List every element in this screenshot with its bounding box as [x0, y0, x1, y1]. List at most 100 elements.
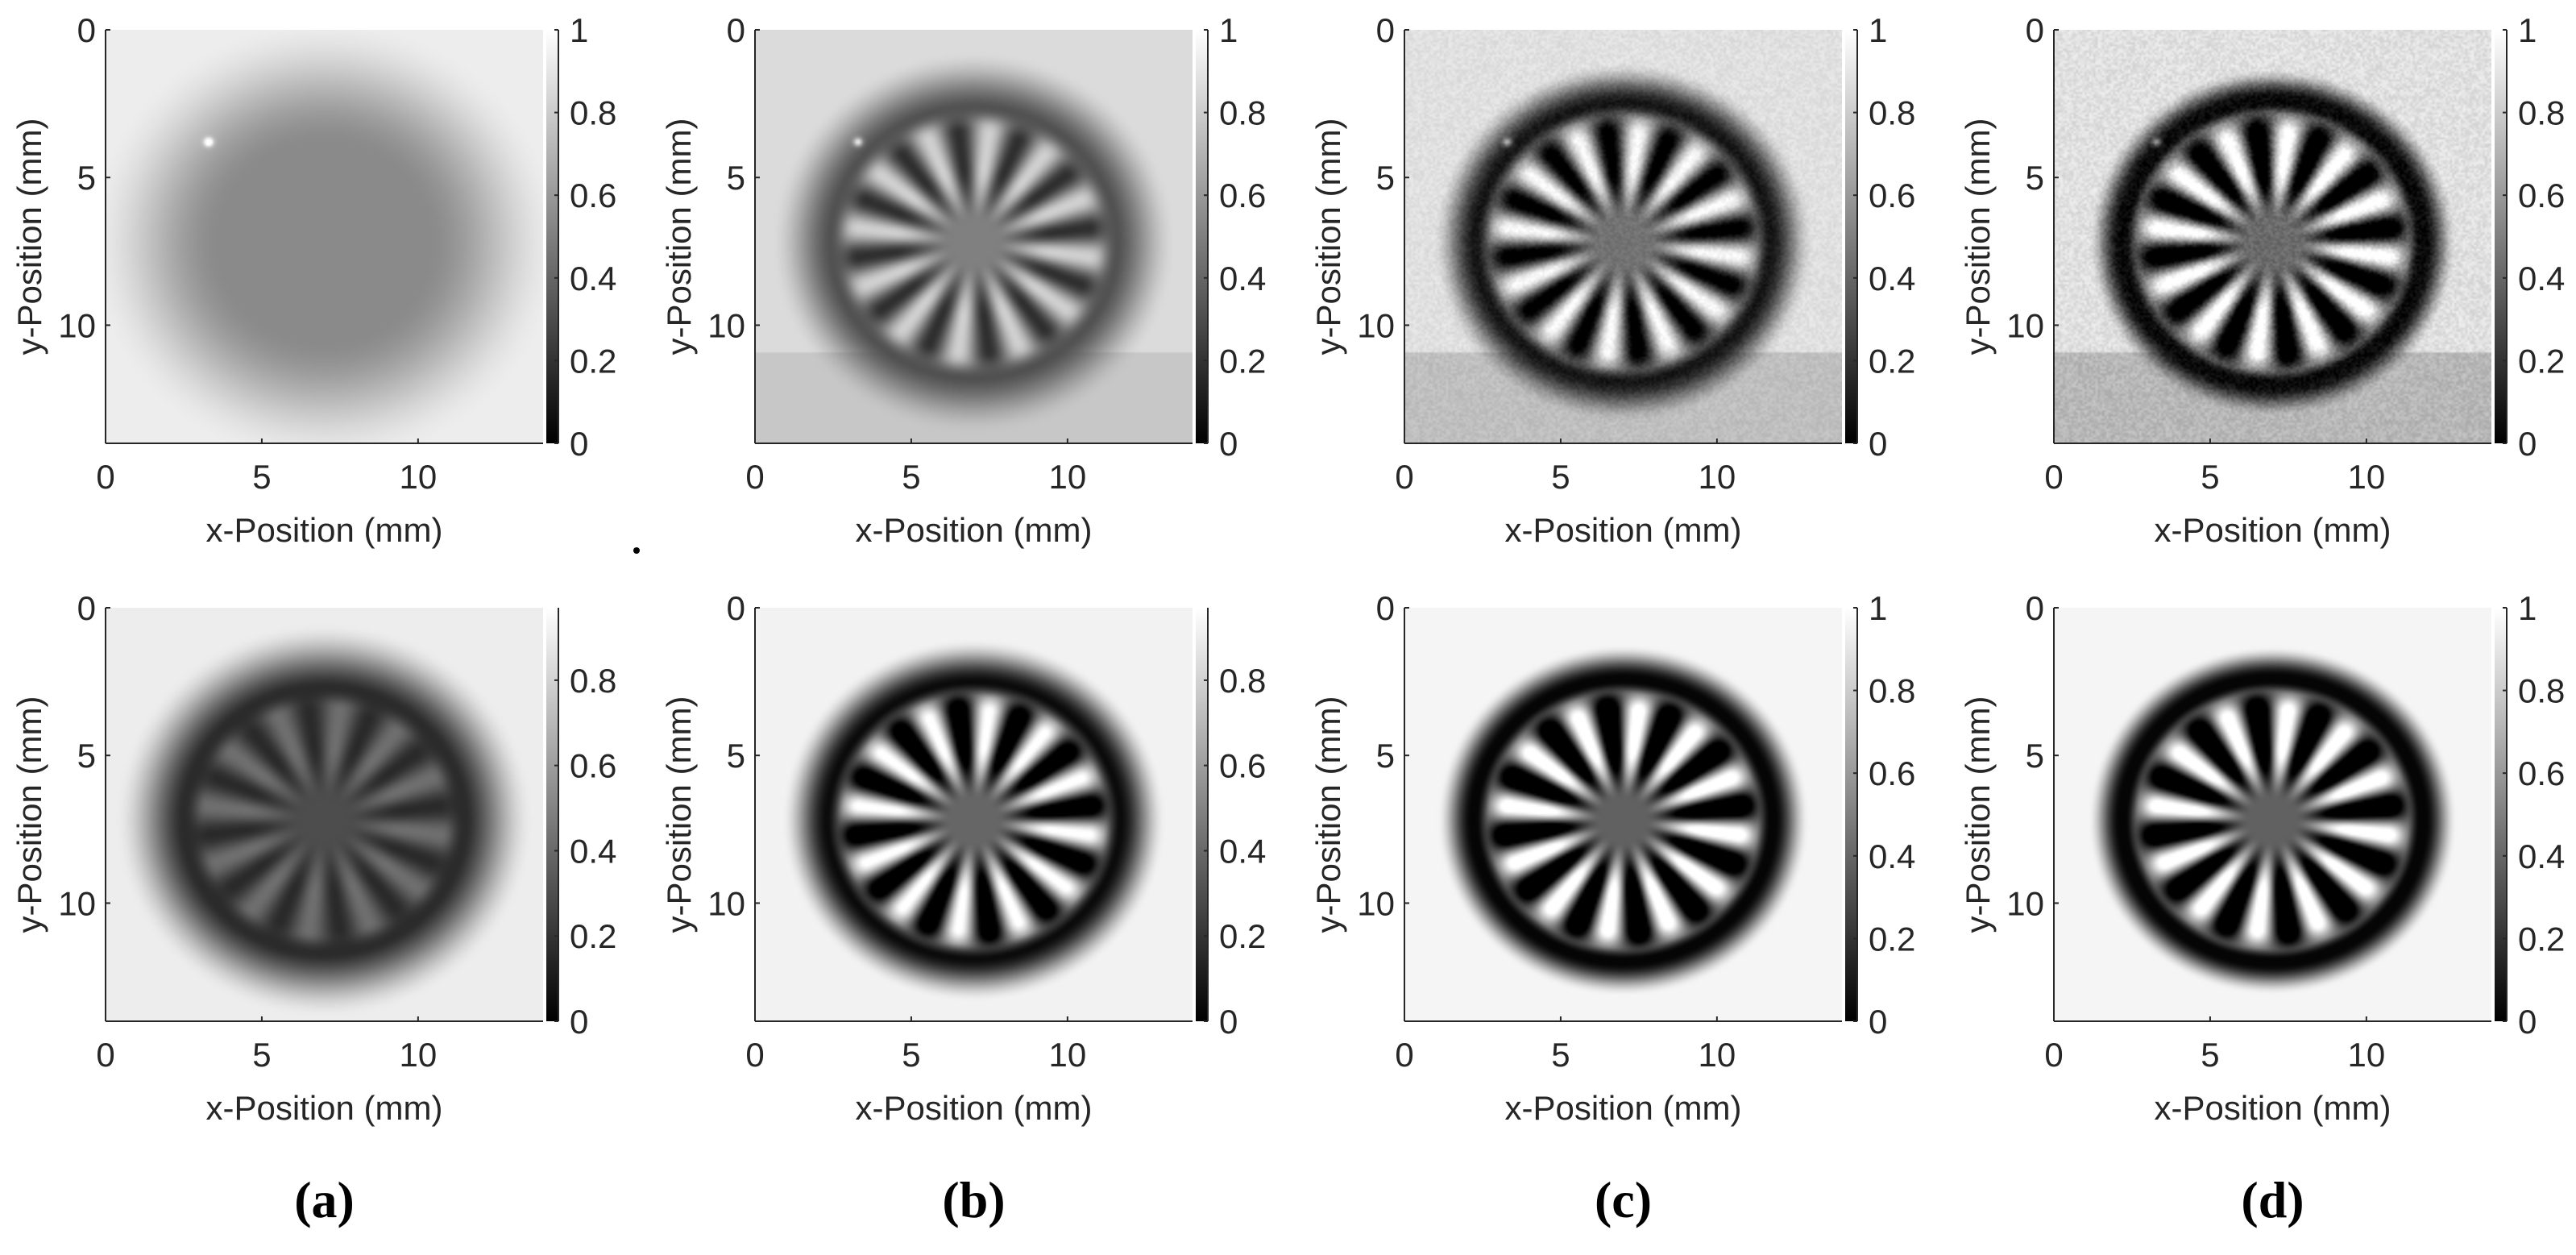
- y-axis-label: y-Position (mm): [1309, 118, 1347, 355]
- y-tick-label: 5: [2026, 159, 2044, 197]
- colorbar: 0 0.2 0.4 0.6 0.8 1: [2495, 11, 2565, 463]
- panel-label-d: (d): [2241, 1171, 2304, 1228]
- y-tick-label: 0: [727, 11, 745, 49]
- x-tick-label: 0: [2044, 458, 2063, 496]
- colorbar-tick-label: 0.4: [1869, 837, 1915, 875]
- x-axis-label: x-Position (mm): [2154, 511, 2391, 549]
- colorbar-tick-label: 0: [1869, 1003, 1887, 1041]
- x-tick-label: 10: [1698, 1036, 1736, 1074]
- x-axis-label: x-Position (mm): [205, 1089, 442, 1127]
- colorbar: 0 0.2 0.4 0.6 0.8 1: [1196, 11, 1266, 463]
- y-tick-label: 0: [2026, 589, 2044, 627]
- colorbar: 0 0.2 0.4 0.6 0.8 1: [546, 11, 616, 463]
- colorbar-tick-label: 1: [570, 11, 588, 49]
- x-tick-label: 10: [1698, 458, 1736, 496]
- x-tick-label: 5: [2201, 458, 2219, 496]
- colorbar-gradient: [1845, 30, 1857, 443]
- y-tick-label: 10: [2006, 884, 2044, 922]
- colorbar-tick-label: 1: [1869, 11, 1887, 49]
- x-axis-label: x-Position (mm): [2154, 1089, 2391, 1127]
- colorbar-tick-label: 0: [1869, 425, 1887, 463]
- x-tick-label: 0: [1395, 1036, 1413, 1074]
- x-axis-label: x-Position (mm): [205, 511, 442, 549]
- heatmap-image: [2054, 608, 2491, 1021]
- y-tick-label: 5: [77, 159, 96, 197]
- x-axis-label: x-Position (mm): [1504, 1089, 1741, 1127]
- x-tick-label: 0: [1395, 458, 1413, 496]
- x-tick-label: 10: [2347, 458, 2385, 496]
- colorbar-tick-label: 0.4: [1219, 260, 1266, 297]
- panel-label-a: (a): [294, 1171, 355, 1228]
- x-axis-label: x-Position (mm): [855, 1089, 1092, 1127]
- colorbar-tick-label: 0.4: [1869, 260, 1915, 297]
- colorbar-tick-label: 0.6: [570, 747, 616, 785]
- heatmap-image: [2054, 30, 2491, 443]
- y-tick-label: 5: [727, 737, 745, 775]
- colorbar-tick-label: 0.4: [2518, 837, 2565, 875]
- colorbar-tick-label: 1: [1869, 589, 1887, 627]
- colorbar-tick-label: 0.4: [1219, 832, 1266, 870]
- colorbar-tick-label: 0.8: [2518, 672, 2565, 710]
- x-tick-label: 5: [252, 458, 271, 496]
- stray-dot: [633, 547, 640, 554]
- colorbar-tick-label: 0.8: [1219, 94, 1266, 132]
- colorbar-tick-label: 0.8: [1869, 94, 1915, 132]
- colorbar-tick-label: 0.8: [1219, 662, 1266, 700]
- y-axis-label: y-Position (mm): [1309, 696, 1347, 933]
- colorbar-tick-label: 0.2: [2518, 920, 2565, 958]
- colorbar-tick-label: 0.2: [1219, 917, 1266, 955]
- x-tick-label: 0: [745, 458, 764, 496]
- colorbar: 0 0.2 0.4 0.6 0.8: [1196, 608, 1266, 1041]
- colorbar-tick-label: 0.4: [570, 832, 616, 870]
- x-tick-label: 5: [1551, 1036, 1570, 1074]
- colorbar-tick-label: 0: [1219, 1003, 1238, 1041]
- colorbar-tick-label: 1: [1219, 11, 1238, 49]
- heatmap-image: [1404, 30, 1842, 443]
- colorbar: 0 0.2 0.4 0.6 0.8 1: [2495, 589, 2565, 1041]
- y-axis-label: y-Position (mm): [1959, 696, 1997, 933]
- colorbar-gradient: [546, 30, 558, 443]
- y-axis-label: y-Position (mm): [660, 696, 698, 933]
- x-tick-label: 10: [1048, 1036, 1086, 1074]
- x-axis-label: x-Position (mm): [1504, 511, 1741, 549]
- colorbar-tick-label: 0.2: [1869, 342, 1915, 380]
- colorbar-tick-label: 0.6: [1869, 754, 1915, 792]
- y-tick-label: 0: [727, 589, 745, 627]
- colorbar-tick-label: 1: [2518, 11, 2537, 49]
- x-tick-label: 0: [745, 1036, 764, 1074]
- x-tick-label: 5: [2201, 1036, 2219, 1074]
- heatmap-image: [755, 608, 1193, 1021]
- y-tick-label: 5: [77, 737, 96, 775]
- colorbar-tick-label: 0: [570, 425, 588, 463]
- colorbar: 0 0.2 0.4 0.6 0.8: [546, 608, 616, 1041]
- colorbar-tick-label: 0.6: [1869, 177, 1915, 214]
- colorbar-tick-label: 0.6: [2518, 754, 2565, 792]
- colorbar-tick-label: 0.8: [2518, 94, 2565, 132]
- colorbar-tick-label: 0.2: [570, 917, 616, 955]
- panel-label-c: (c): [1595, 1171, 1652, 1228]
- colorbar-tick-label: 0.2: [2518, 342, 2565, 380]
- colorbar-tick-label: 0: [1219, 425, 1238, 463]
- y-tick-label: 5: [1376, 159, 1395, 197]
- y-tick-label: 10: [707, 884, 745, 922]
- y-axis-label: y-Position (mm): [10, 696, 48, 933]
- colorbar-tick-label: 0.6: [1219, 177, 1266, 214]
- x-tick-label: 5: [1551, 458, 1570, 496]
- y-tick-label: 10: [707, 306, 745, 344]
- y-tick-label: 0: [1376, 11, 1395, 49]
- y-tick-label: 10: [1357, 884, 1395, 922]
- colorbar: 0 0.2 0.4 0.6 0.8 1: [1845, 589, 1915, 1041]
- x-tick-label: 0: [96, 1036, 114, 1074]
- colorbar-gradient: [1196, 30, 1208, 443]
- colorbar-gradient: [1845, 608, 1857, 1021]
- heatmap-image: [755, 30, 1193, 443]
- colorbar: 0 0.2 0.4 0.6 0.8 1: [1845, 11, 1915, 463]
- y-tick-label: 0: [2026, 11, 2044, 49]
- x-tick-label: 10: [2347, 1036, 2385, 1074]
